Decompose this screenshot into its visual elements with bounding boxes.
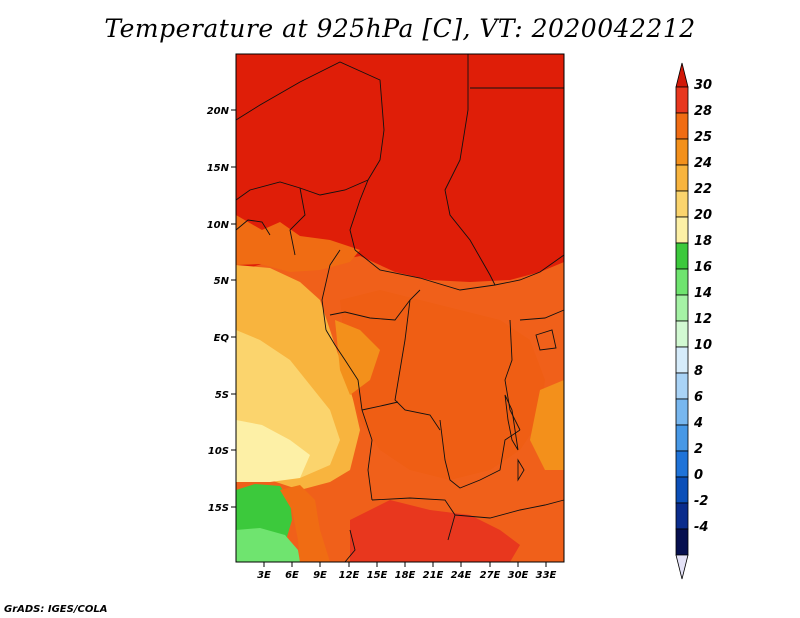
lat-label: 5S [215, 390, 229, 401]
colorbar-label: 8 [694, 364, 704, 379]
colorbar-label: 25 [694, 130, 713, 145]
colorbar-label: 18 [694, 234, 713, 249]
colorbar-swatch [675, 424, 689, 452]
colorbar-label: 16 [694, 260, 713, 275]
colorbar-label: -4 [694, 520, 709, 535]
colorbar-swatch [675, 190, 689, 218]
lon-label: 6E [285, 570, 299, 581]
colorbar-label: 2 [694, 442, 704, 457]
colorbar-top-arrow [675, 62, 689, 88]
lon-label: 15E [367, 570, 388, 581]
lakes [504, 329, 557, 482]
colorbar-label: 30 [694, 78, 713, 93]
lon-label: 30E [508, 570, 529, 581]
lon-label: 9E [313, 570, 327, 581]
colorbar-label: -2 [694, 494, 709, 509]
map-title: Temperature at 925hPa [C], VT: 202004221… [104, 14, 696, 43]
colorbar-label: 12 [694, 312, 713, 327]
lon-label: 33E [536, 570, 557, 581]
colorbar-label: 20 [694, 208, 713, 223]
lon-label: 12E [339, 570, 360, 581]
colorbar-swatch [675, 320, 689, 348]
colorbar-label: 24 [694, 156, 713, 171]
colorbar-label: 4 [694, 416, 704, 431]
lon-label: 24E [451, 570, 472, 581]
lon-label: 3E [257, 570, 271, 581]
colorbar-label: 10 [694, 338, 713, 353]
lat-label: 10S [208, 446, 229, 457]
colorbar-label: 6 [694, 390, 704, 405]
lat-label: 5N [214, 276, 230, 287]
colorbar-label: 22 [694, 182, 713, 197]
colorbar-swatch [675, 216, 689, 244]
colorbar-swatch [675, 86, 689, 114]
lon-label: 27E [480, 570, 501, 581]
grads-credit: GrADS: IGES/COLA [4, 604, 108, 615]
colorbar-swatch [675, 528, 689, 556]
temperature-field [236, 54, 564, 562]
colorbar-swatch [675, 450, 689, 478]
colorbar-swatch [675, 398, 689, 426]
colorbar-bottom-arrow [675, 554, 689, 580]
lon-label: 21E [423, 570, 444, 581]
axis-ticks [231, 109, 547, 567]
colorbar-label: 0 [694, 468, 704, 483]
colorbar-swatch [675, 372, 689, 400]
map-frame [235, 53, 565, 563]
colorbar-swatch [675, 502, 689, 530]
colorbar-swatch [675, 138, 689, 166]
colorbar-swatch [675, 164, 689, 192]
colorbar-swatch [675, 346, 689, 374]
colorbar [675, 62, 689, 580]
lat-label: EQ [214, 333, 230, 344]
colorbar-label: 14 [694, 286, 713, 301]
lat-label: 10N [207, 220, 230, 231]
lat-label: 15N [207, 163, 230, 174]
lon-label: 18E [395, 570, 416, 581]
latitude-labels: 20N 15N 10N 5N EQ 5S 10S 15S [207, 106, 230, 514]
colorbar-swatch [675, 476, 689, 504]
colorbar-swatch [675, 268, 689, 296]
lat-label: 15S [208, 503, 229, 514]
colorbar-swatch [675, 294, 689, 322]
colorbar-label: 28 [694, 104, 713, 119]
lat-label: 20N [207, 106, 230, 117]
colorbar-swatch [675, 242, 689, 270]
longitude-labels: 3E 6E 9E 12E 15E 18E 21E 24E 27E 30E 33E [257, 570, 556, 581]
colorbar-swatch [675, 112, 689, 140]
